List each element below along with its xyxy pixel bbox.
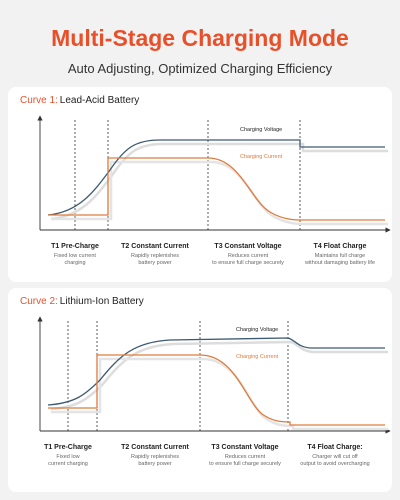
curve-heading: Curve 1: Lead-Acid Battery — [20, 95, 139, 106]
stage-title: T4 Float Charge — [314, 243, 367, 250]
voltage-label: Charging Voltage — [236, 327, 278, 333]
title: Multi-Stage Charging Mode — [51, 25, 349, 51]
stage-title: T1 Pre-Charge — [44, 444, 92, 451]
voltage-curve — [47, 139, 385, 216]
voltage-shadow — [50, 142, 388, 221]
current-label: Charging Current — [236, 354, 279, 360]
stage-title: T4 Float Charge: — [307, 444, 362, 451]
stage-description: Maintains full charge — [315, 253, 365, 259]
stage-description: Reduces current — [228, 253, 269, 259]
stage-description: Fixed low — [56, 454, 79, 460]
stage-title: T3 Constant Voltage — [211, 444, 278, 451]
stage-description: output to avoid overcharging — [300, 461, 369, 467]
panel-card — [8, 87, 392, 282]
stage-description: to ensure full charge securely — [209, 461, 281, 467]
current-curve — [48, 157, 385, 221]
current-shadow — [51, 160, 388, 226]
curve-heading: Curve 2: Lithium-Ion Battery — [20, 296, 144, 307]
stage-title: T3 Constant Voltage — [214, 243, 281, 250]
stage-title: T2 Constant Current — [121, 444, 189, 451]
stage-description: Charger will cut off — [312, 454, 358, 460]
voltage-curve — [47, 337, 385, 406]
battery-name: Lead-Acid Battery — [60, 95, 140, 106]
stage-description: battery power — [138, 260, 171, 266]
current-curve — [48, 354, 385, 426]
stage-description: current charging — [48, 461, 88, 467]
stage-description: charging — [64, 260, 85, 266]
stage-description: battery power — [138, 461, 171, 467]
curve-label: Curve 1: — [20, 95, 58, 106]
current-label: Charging Current — [240, 154, 283, 160]
voltage-shadow — [50, 340, 388, 411]
stage-description: without damaging battery life — [304, 260, 375, 266]
stage-description: Rapidly replenishes — [131, 253, 179, 259]
voltage-label: Charging Voltage — [240, 127, 282, 133]
stage-description: Reduces current — [225, 454, 266, 460]
curve-label: Curve 2: — [20, 296, 58, 307]
stage-description: to ensure full charge securely — [212, 260, 284, 266]
panel: Curve 1: Lead-Acid Battery Charging Voltag… — [8, 87, 392, 282]
battery-name: Lithium-Ion Battery — [60, 296, 144, 307]
stage-title: T2 Constant Current — [121, 243, 189, 250]
panel: Curve 2: Lithium-Ion Battery Charging Volt… — [8, 288, 392, 492]
stage-description: Fixed low current — [54, 253, 96, 259]
stage-title: T1 Pre-Charge — [51, 243, 99, 250]
stage-description: Rapidly replenishes — [131, 454, 179, 460]
subtitle: Auto Adjusting, Optimized Charging Effic… — [68, 61, 333, 76]
